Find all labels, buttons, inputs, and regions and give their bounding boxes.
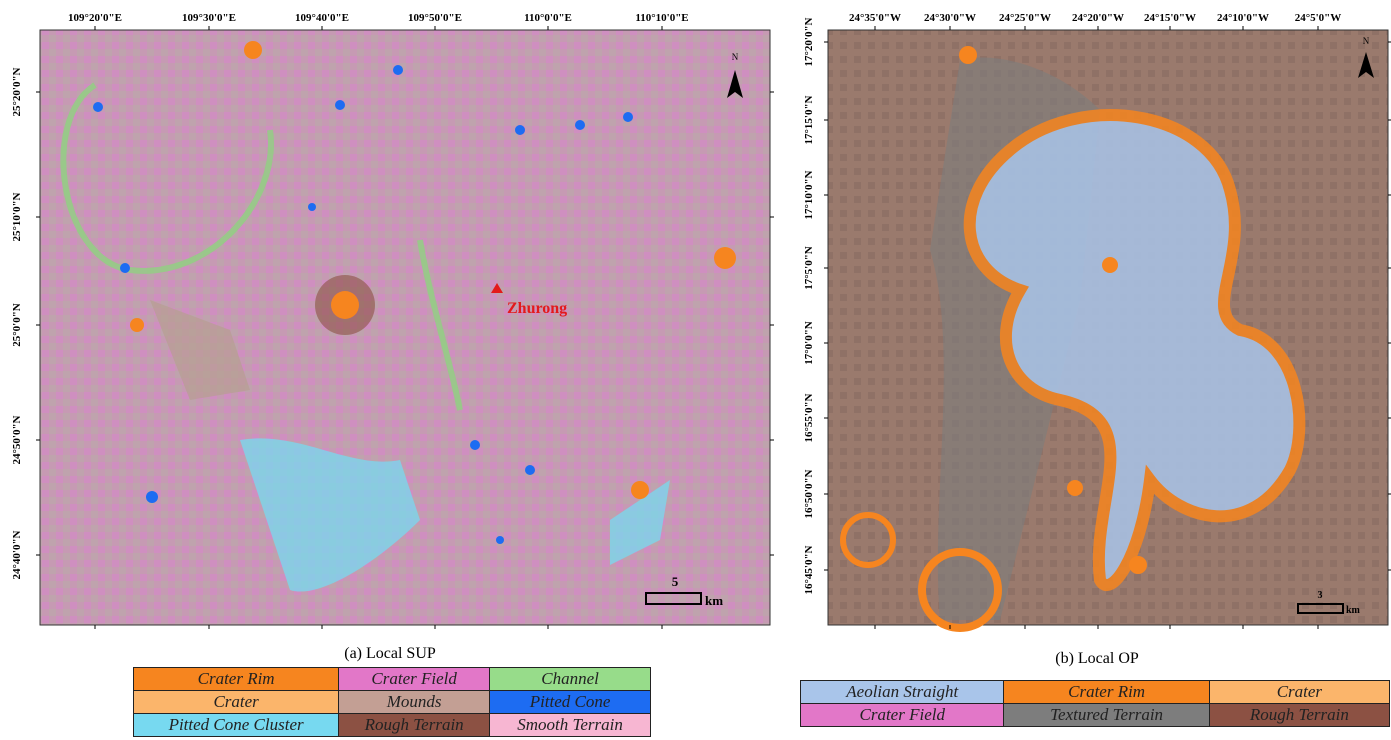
top-tick-label: 24°25'0"W [999,12,1051,24]
legend-item: Crater [1209,681,1389,704]
north-label: N [1363,36,1370,46]
top-tick-label: 110°0'0"E [524,12,572,24]
scale-value: 3 [1318,590,1323,601]
top-tick-label: 109°40'0"E [295,12,349,24]
top-tick-label: 109°20'0"E [68,12,122,24]
top-tick-label: 24°35'0"W [849,12,901,24]
left-tick-label: 17°0'0"N [803,321,815,365]
top-tick-label: 24°10'0"W [1217,12,1269,24]
caption: (a) Local SUP [344,645,436,662]
top-tick-label: 109°50'0"E [408,12,462,24]
left-tick-label: 25°10'0"N [11,192,23,241]
legend-item: Smooth Terrain [490,714,651,737]
left-tick-label: 17°10'0"N [803,170,815,219]
legend-item: Pitted Cone Cluster [134,714,339,737]
left-tick-label: 17°5'0"N [803,246,815,290]
figure: Zhurong N 5 km N 3 km (a) Local SUP (b) … [0,0,1391,740]
scale-value: 5 [672,574,679,589]
top-tick-label: 24°15'0"W [1144,12,1196,24]
legend-item: Rough Terrain [1209,704,1389,727]
map-a: Zhurong N 5 km [40,30,770,625]
left-tick-label: 24°50'0"N [11,415,23,464]
legend-item: Rough Terrain [339,714,490,737]
page: Zhurong N 5 km N 3 km (a) Local SUP (b) … [0,0,1391,740]
caption: (b) Local OP [1055,650,1139,667]
scale-unit: km [705,593,723,608]
legend-item: Textured Terrain [1004,704,1209,727]
left-tick-label: 25°20'0"N [11,67,23,116]
left-tick-label: 25°0'0"N [11,303,23,347]
scale-unit: km [1346,605,1361,616]
top-tick-label: 109°30'0"E [182,12,236,24]
north-label: N [732,52,739,62]
legend-item: Channel [490,668,651,691]
top-tick-label: 24°30'0"W [924,12,976,24]
left-tick-label: 17°15'0"N [803,95,815,144]
legend-item: Crater Rim [134,668,339,691]
legend-item: Crater Field [801,704,1004,727]
top-tick-label: 24°5'0"W [1295,12,1342,24]
left-tick-label: 24°40'0"N [11,530,23,579]
top-tick-label: 110°10'0"E [635,12,688,24]
left-tick-label: 17°20'0"N [803,17,815,66]
top-tick-label: 24°20'0"W [1072,12,1124,24]
legend-item: Aeolian Straight [801,681,1004,704]
left-tick-label: 16°45'0"N [803,545,815,594]
legend-item: Crater Field [339,668,490,691]
left-tick-label: 16°55'0"N [803,393,815,442]
left-tick-label: 16°50'0"N [803,469,815,518]
legend-item: Crater Rim [1004,681,1209,704]
legend-item: Crater [134,691,339,714]
place-label: Zhurong [507,300,567,317]
legend-item: Mounds [339,691,490,714]
map-b: N 3 km [828,30,1388,628]
legend-item: Pitted Cone [490,691,651,714]
